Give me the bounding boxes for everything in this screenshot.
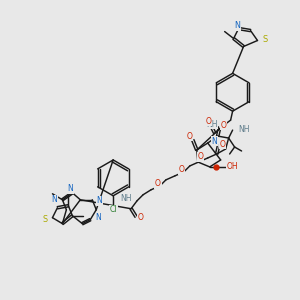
Text: S: S [42,215,47,224]
Text: N: N [68,184,73,193]
Text: OH: OH [227,162,239,171]
Text: N: N [96,196,102,205]
Text: O: O [138,213,144,222]
Text: N: N [52,195,57,204]
Text: N: N [95,213,101,222]
Text: NH: NH [238,124,250,134]
Text: O: O [187,132,193,141]
Text: Cl: Cl [110,205,117,214]
Text: NH: NH [121,194,132,203]
Text: NH: NH [206,120,218,129]
Text: O: O [155,179,161,188]
Text: O: O [198,152,204,161]
Text: N: N [212,136,218,146]
Text: O: O [220,140,226,148]
Text: S: S [262,35,268,44]
Text: O: O [221,121,226,130]
Text: N: N [235,21,241,30]
Text: O: O [206,117,212,126]
Text: O: O [179,165,185,174]
